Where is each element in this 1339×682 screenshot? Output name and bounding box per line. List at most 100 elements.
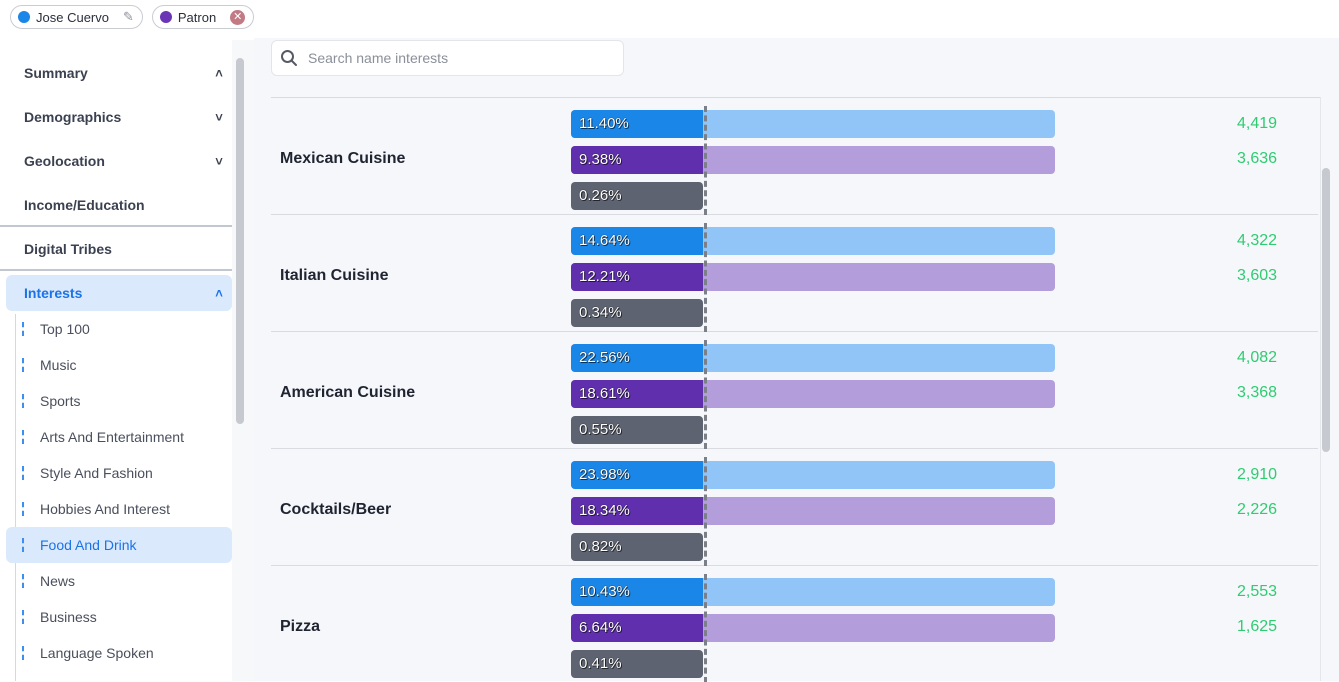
submenu-tick bbox=[22, 466, 24, 480]
brand2-percent-bar: 12.21% bbox=[571, 263, 703, 291]
sidebar-item-label: Income/Education bbox=[24, 197, 145, 213]
interest-name: American Cuisine bbox=[280, 384, 416, 401]
sidebar-subitem-label: Food And Drink bbox=[40, 537, 137, 553]
sidebar-subitem-label: Top 100 bbox=[40, 321, 90, 337]
brand1-count: 4,419 bbox=[1237, 115, 1278, 132]
sidebar-subitem-business[interactable]: Business bbox=[6, 599, 232, 635]
sidebar-subitem-news[interactable]: News bbox=[6, 563, 232, 599]
brand-chip-patron[interactable]: Patron ✕ bbox=[151, 5, 255, 29]
submenu-tick bbox=[22, 502, 24, 516]
interest-row: Cocktails/Beer 23.98% 18.34% 0.82% 2,910… bbox=[271, 449, 1318, 566]
search-icon bbox=[281, 50, 297, 66]
brand2-count: 1,625 bbox=[1237, 618, 1278, 635]
brand2-percent-bar: 9.38% bbox=[571, 146, 703, 174]
brand2-percent-bar: 18.34% bbox=[571, 497, 703, 525]
baseline-divider bbox=[704, 340, 707, 449]
brand-color-dot bbox=[159, 11, 172, 23]
interest-name: Italian Cuisine bbox=[280, 267, 389, 284]
sidebar-item-label: Summary bbox=[24, 65, 88, 81]
sidebar-item-summary[interactable]: Summary ˄ bbox=[6, 55, 232, 91]
sidebar-subitem-top-100[interactable]: Top 100 bbox=[6, 311, 232, 347]
brand1-count: 4,322 bbox=[1237, 232, 1278, 249]
sidebar-item-interests[interactable]: Interests ˄ bbox=[6, 275, 232, 311]
chevron-up-icon: ˄ bbox=[215, 65, 223, 81]
brand1-count: 4,082 bbox=[1237, 349, 1278, 366]
sidebar-subitem-label: Business bbox=[40, 609, 97, 625]
sidebar-subitem-arts-and-entertainment[interactable]: Arts And Entertainment bbox=[6, 419, 232, 455]
brand1-percent-bar: 22.56% bbox=[571, 344, 703, 372]
sidebar-item-label: Demographics bbox=[24, 109, 122, 125]
brand1-percent-bar: 23.98% bbox=[571, 461, 703, 489]
baseline-divider bbox=[704, 106, 707, 215]
sidebar-item-label: Digital Tribes bbox=[24, 241, 112, 257]
brand1-count: 2,910 bbox=[1237, 466, 1278, 483]
sidebar-subitem-language-spoken[interactable]: Language Spoken bbox=[6, 635, 232, 671]
baseline-divider bbox=[704, 457, 707, 566]
submenu-tick bbox=[22, 574, 24, 588]
submenu-tick bbox=[22, 538, 24, 552]
sidebar-subitem-label: Music bbox=[40, 357, 77, 373]
overlap-percent-bar: 0.55% bbox=[571, 416, 703, 444]
interest-row: American Cuisine 22.56% 18.61% 0.55% 4,0… bbox=[271, 332, 1318, 449]
sidebar-scrollbar-thumb[interactable] bbox=[236, 58, 244, 424]
brand-chips: Jose Cuervo ✎ Patron ✕ bbox=[10, 5, 255, 29]
interest-name: Mexican Cuisine bbox=[280, 150, 406, 167]
search-input[interactable] bbox=[306, 49, 610, 67]
submenu-tick bbox=[22, 322, 24, 336]
sidebar-subitem-food-and-drink[interactable]: Food And Drink bbox=[6, 527, 232, 563]
pencil-icon[interactable]: ✎ bbox=[122, 9, 134, 24]
baseline-divider bbox=[704, 574, 707, 682]
sidebar-subitem-label: Style And Fashion bbox=[40, 465, 153, 481]
sidebar: Summary ˄ Demographics ˅ Geolocation ˅ I… bbox=[0, 40, 232, 681]
sidebar-subitem-sports[interactable]: Sports bbox=[6, 383, 232, 419]
search-box[interactable] bbox=[271, 40, 624, 76]
brand2-percent-bar: 6.64% bbox=[571, 614, 703, 642]
interest-row: Italian Cuisine 14.64% 12.21% 0.34% 4,32… bbox=[271, 215, 1318, 332]
sidebar-subitem-label: Sports bbox=[40, 393, 81, 409]
sidebar-divider bbox=[0, 269, 232, 271]
brand2-count: 3,368 bbox=[1237, 384, 1278, 401]
submenu-tick bbox=[22, 358, 24, 372]
brand-color-dot bbox=[18, 11, 30, 23]
brand2-count: 3,603 bbox=[1237, 267, 1278, 284]
sidebar-item-label: Geolocation bbox=[24, 153, 105, 169]
brand-chip-label: Jose Cuervo bbox=[36, 9, 109, 25]
submenu-guide-line bbox=[15, 314, 16, 681]
close-icon[interactable]: ✕ bbox=[230, 9, 246, 25]
main-panel: Mexican Cuisine 11.40% 9.38% 0.26% 4,419… bbox=[254, 38, 1339, 682]
sidebar-subitem-style-and-fashion[interactable]: Style And Fashion bbox=[6, 455, 232, 491]
brand-chip-jose-cuervo[interactable]: Jose Cuervo ✎ bbox=[10, 5, 143, 29]
interest-name: Cocktails/Beer bbox=[280, 501, 392, 518]
chevron-up-icon: ˄ bbox=[215, 285, 223, 301]
sidebar-divider bbox=[0, 225, 232, 227]
sidebar-item-digital-tribes[interactable]: Digital Tribes bbox=[6, 231, 232, 267]
brand2-percent-bar: 18.61% bbox=[571, 380, 703, 408]
sidebar-subitem-music[interactable]: Music bbox=[6, 347, 232, 383]
baseline-divider bbox=[704, 223, 707, 332]
sidebar-item-label: Interests bbox=[24, 285, 83, 301]
sidebar-item-demographics[interactable]: Demographics ˅ bbox=[6, 99, 232, 135]
brand1-count: 2,553 bbox=[1237, 583, 1278, 600]
chevron-down-icon: ˅ bbox=[215, 153, 223, 169]
list-scrollbar-thumb[interactable] bbox=[1322, 168, 1330, 452]
sidebar-item-geolocation[interactable]: Geolocation ˅ bbox=[6, 143, 232, 179]
submenu-tick bbox=[22, 430, 24, 444]
interest-name: Pizza bbox=[280, 618, 321, 635]
sidebar-item-income-education[interactable]: Income/Education bbox=[6, 187, 232, 223]
interest-row: Mexican Cuisine 11.40% 9.38% 0.26% 4,419… bbox=[271, 98, 1318, 215]
brand1-percent-bar: 10.43% bbox=[571, 578, 703, 606]
brand1-percent-bar: 14.64% bbox=[571, 227, 703, 255]
submenu-tick bbox=[22, 394, 24, 408]
brand-chip-label: Patron bbox=[177, 9, 217, 25]
brand2-count: 2,226 bbox=[1237, 501, 1278, 518]
submenu-tick bbox=[22, 646, 24, 660]
overlap-percent-bar: 0.41% bbox=[571, 650, 703, 678]
sidebar-subitem-hobbies-and-interest[interactable]: Hobbies And Interest bbox=[6, 491, 232, 527]
interest-list: Mexican Cuisine 11.40% 9.38% 0.26% 4,419… bbox=[271, 97, 1320, 682]
submenu-tick bbox=[22, 610, 24, 624]
sidebar-subitem-label: Hobbies And Interest bbox=[40, 501, 170, 517]
overlap-percent-bar: 0.82% bbox=[571, 533, 703, 561]
sidebar-subitem-label: Arts And Entertainment bbox=[40, 429, 184, 445]
overlap-percent-bar: 0.26% bbox=[571, 182, 703, 210]
brand1-percent-bar: 11.40% bbox=[571, 110, 703, 138]
